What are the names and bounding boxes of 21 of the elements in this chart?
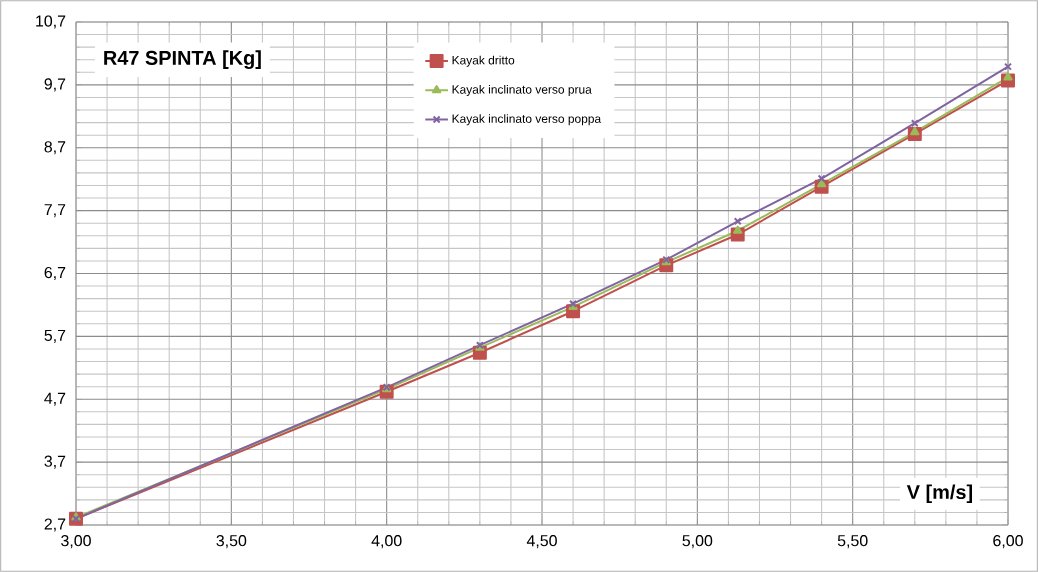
legend-label: Kayak inclinato verso prua [452,84,592,97]
y-axis-title: R47 SPINTA [Kg] [104,50,261,70]
y-tick-label: 3,7 [44,455,66,469]
legend-label: Kayak dritto [452,55,515,67]
y-tick-label: 2,7 [44,518,66,532]
y-tick-label: 7,7 [44,204,66,218]
x-tick-label: 3,50 [216,535,247,549]
x-tick-label: 5,50 [837,535,868,549]
y-tick-label: 6,7 [44,266,66,281]
x-tick-label: 5,00 [682,535,713,549]
y-tick-label: 4,7 [44,392,66,406]
y-tick-label: 10,7 [36,15,66,29]
x-tick-label: 4,50 [526,535,557,549]
x-tick-label: 6,00 [993,535,1023,549]
y-tick-label: 8,7 [44,141,66,155]
legend-label: Kayak inclinato verso poppa [452,114,602,126]
y-tick-label: 5,7 [44,329,66,343]
x-axis-title: V [m/s] [906,484,973,503]
x-tick-label: 3,00 [61,535,91,549]
y-tick-label: 9,7 [44,78,66,92]
x-tick-label: 4,00 [371,535,402,549]
